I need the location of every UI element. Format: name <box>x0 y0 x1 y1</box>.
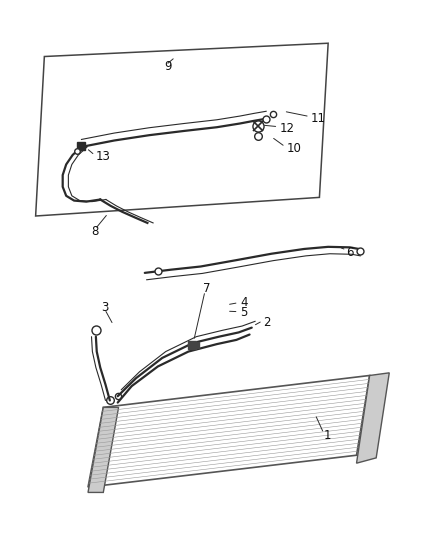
Text: 10: 10 <box>286 142 301 155</box>
Text: 11: 11 <box>311 112 326 125</box>
Text: 4: 4 <box>240 296 247 309</box>
Text: 13: 13 <box>96 150 111 164</box>
Text: 7: 7 <box>203 282 211 295</box>
Text: 12: 12 <box>279 122 294 135</box>
Text: 3: 3 <box>101 302 109 314</box>
Text: 2: 2 <box>263 317 270 329</box>
Text: 1: 1 <box>324 429 331 442</box>
Polygon shape <box>357 373 389 463</box>
Text: 6: 6 <box>346 246 354 259</box>
Text: 5: 5 <box>240 306 247 319</box>
Text: 8: 8 <box>92 225 99 238</box>
Polygon shape <box>88 407 119 492</box>
Text: 9: 9 <box>164 60 172 73</box>
